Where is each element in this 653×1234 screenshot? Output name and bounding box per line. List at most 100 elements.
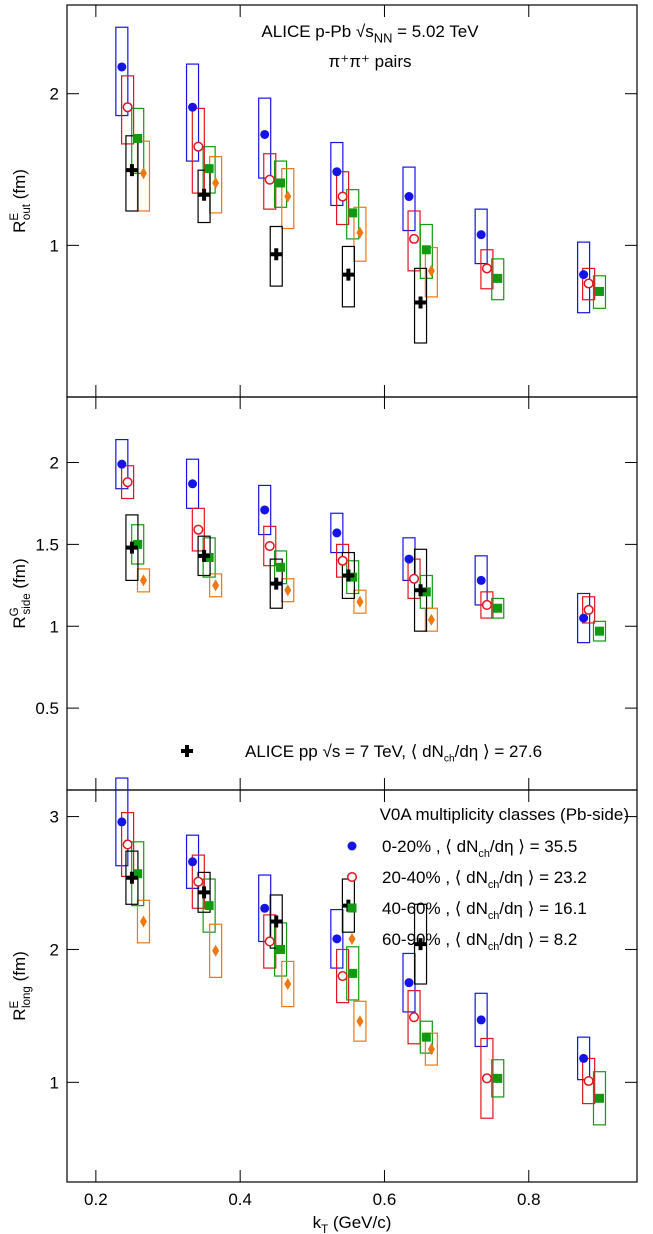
y-axis-label: RGside (fm)	[9, 558, 33, 628]
legend-label: 20-40% , ⟨ dNch/dη ⟩ = 23.2	[382, 868, 587, 891]
marker	[260, 903, 270, 913]
sys-error-box	[281, 168, 295, 230]
text-part: 0-20% , ⟨ dN	[382, 837, 478, 856]
legend-marker	[347, 841, 357, 851]
text-part: 60-90% , ⟨ dN	[382, 930, 488, 949]
marker	[421, 245, 431, 255]
text-part: /dη ⟩ = 35.5	[490, 837, 577, 856]
sys-error-box	[577, 592, 591, 644]
sys-error-box	[209, 573, 223, 598]
panel-frame	[66, 789, 638, 1183]
legend-label: 40-60% , ⟨ dNch/dη ⟩ = 16.1	[382, 899, 587, 922]
text-part: (fm)	[10, 558, 29, 593]
marker	[260, 129, 270, 139]
legend-label: 60-90% , ⟨ dNch/dη ⟩ = 8.2	[382, 930, 577, 953]
sys-error-box	[407, 990, 421, 1045]
y-tick-label: 3	[50, 808, 59, 827]
sys-error-box	[121, 75, 135, 145]
sys-error-box	[353, 589, 367, 614]
text-part: ch	[488, 910, 500, 922]
sys-error-box	[491, 597, 505, 619]
y-tick-label: 1	[50, 236, 59, 255]
marker	[583, 278, 594, 289]
text-part: ch	[488, 879, 500, 891]
sys-error-box	[269, 225, 283, 287]
marker	[125, 541, 138, 554]
text-part: E	[9, 1001, 21, 1009]
marker	[481, 599, 492, 611]
x-axis-label: kT (GeV/c)	[313, 1213, 392, 1234]
sys-error-box	[346, 189, 360, 240]
marker	[198, 549, 211, 562]
marker	[332, 934, 342, 944]
text-part: ch	[478, 848, 490, 860]
sys-error-box	[273, 160, 288, 208]
text-part: out	[21, 203, 33, 220]
y-axis-label: RElong (fm)	[9, 951, 33, 1021]
sys-error-box	[577, 241, 591, 314]
sys-error-box	[582, 1057, 596, 1105]
marker	[270, 248, 283, 261]
sys-error-box	[480, 249, 494, 290]
marker	[212, 176, 220, 189]
text-part: T	[321, 1224, 328, 1234]
marker	[139, 167, 147, 180]
marker	[404, 192, 414, 202]
marker	[421, 1032, 431, 1042]
text-part: long	[21, 986, 33, 1008]
marker	[133, 869, 143, 879]
marker	[409, 233, 420, 244]
marker	[476, 1015, 486, 1025]
text-part: ch	[488, 941, 500, 953]
marker	[276, 562, 286, 572]
marker	[476, 575, 486, 585]
legend-title: V0A multiplicity classes (Pb-side)	[380, 805, 629, 824]
marker	[260, 505, 270, 515]
marker	[284, 978, 292, 991]
marker	[427, 613, 435, 626]
marker	[348, 208, 358, 218]
marker	[193, 524, 204, 535]
legend-marker	[348, 933, 356, 945]
sys-error-box	[480, 1037, 494, 1119]
marker	[493, 603, 503, 613]
marker	[117, 62, 127, 72]
marker	[276, 178, 286, 188]
marker	[193, 876, 204, 887]
text-part: NN	[374, 31, 393, 46]
text-part: = 5.02 TeV	[392, 22, 479, 41]
marker	[264, 540, 275, 552]
legend-marker	[347, 903, 357, 913]
text-part: s	[365, 22, 374, 41]
marker	[481, 1073, 492, 1084]
y-tick-label: 2	[50, 940, 59, 959]
sys-error-box	[258, 97, 272, 179]
sys-error-box	[281, 960, 295, 1008]
marker	[276, 944, 286, 954]
sys-error-box	[582, 267, 596, 301]
sys-error-box	[402, 166, 416, 232]
y-tick-label: 2	[50, 85, 59, 104]
y-tick-label: 1.5	[35, 535, 59, 554]
x-tick-label: 0.4	[228, 1190, 252, 1209]
sys-error-box	[353, 1000, 367, 1042]
marker	[125, 871, 138, 884]
sys-error-box	[424, 246, 438, 298]
sys-error-box	[419, 1020, 433, 1054]
marker	[125, 164, 138, 177]
marker	[342, 268, 355, 281]
sys-error-box	[592, 620, 607, 642]
text-part: ch	[444, 754, 455, 765]
marker	[481, 263, 492, 274]
marker	[188, 479, 198, 489]
text-part: /dη ⟩ = 23.2	[499, 868, 586, 887]
marker	[193, 141, 204, 152]
legend-label: ALICE pp √s = 7 TeV, ⟨ dNch/dη ⟩ = 27.6	[245, 742, 542, 765]
marker	[284, 190, 292, 203]
text-part: 40-60% , ⟨ dN	[382, 899, 488, 918]
marker	[337, 555, 348, 566]
marker	[332, 528, 342, 538]
text-part: R	[10, 1009, 29, 1021]
marker	[348, 968, 358, 978]
